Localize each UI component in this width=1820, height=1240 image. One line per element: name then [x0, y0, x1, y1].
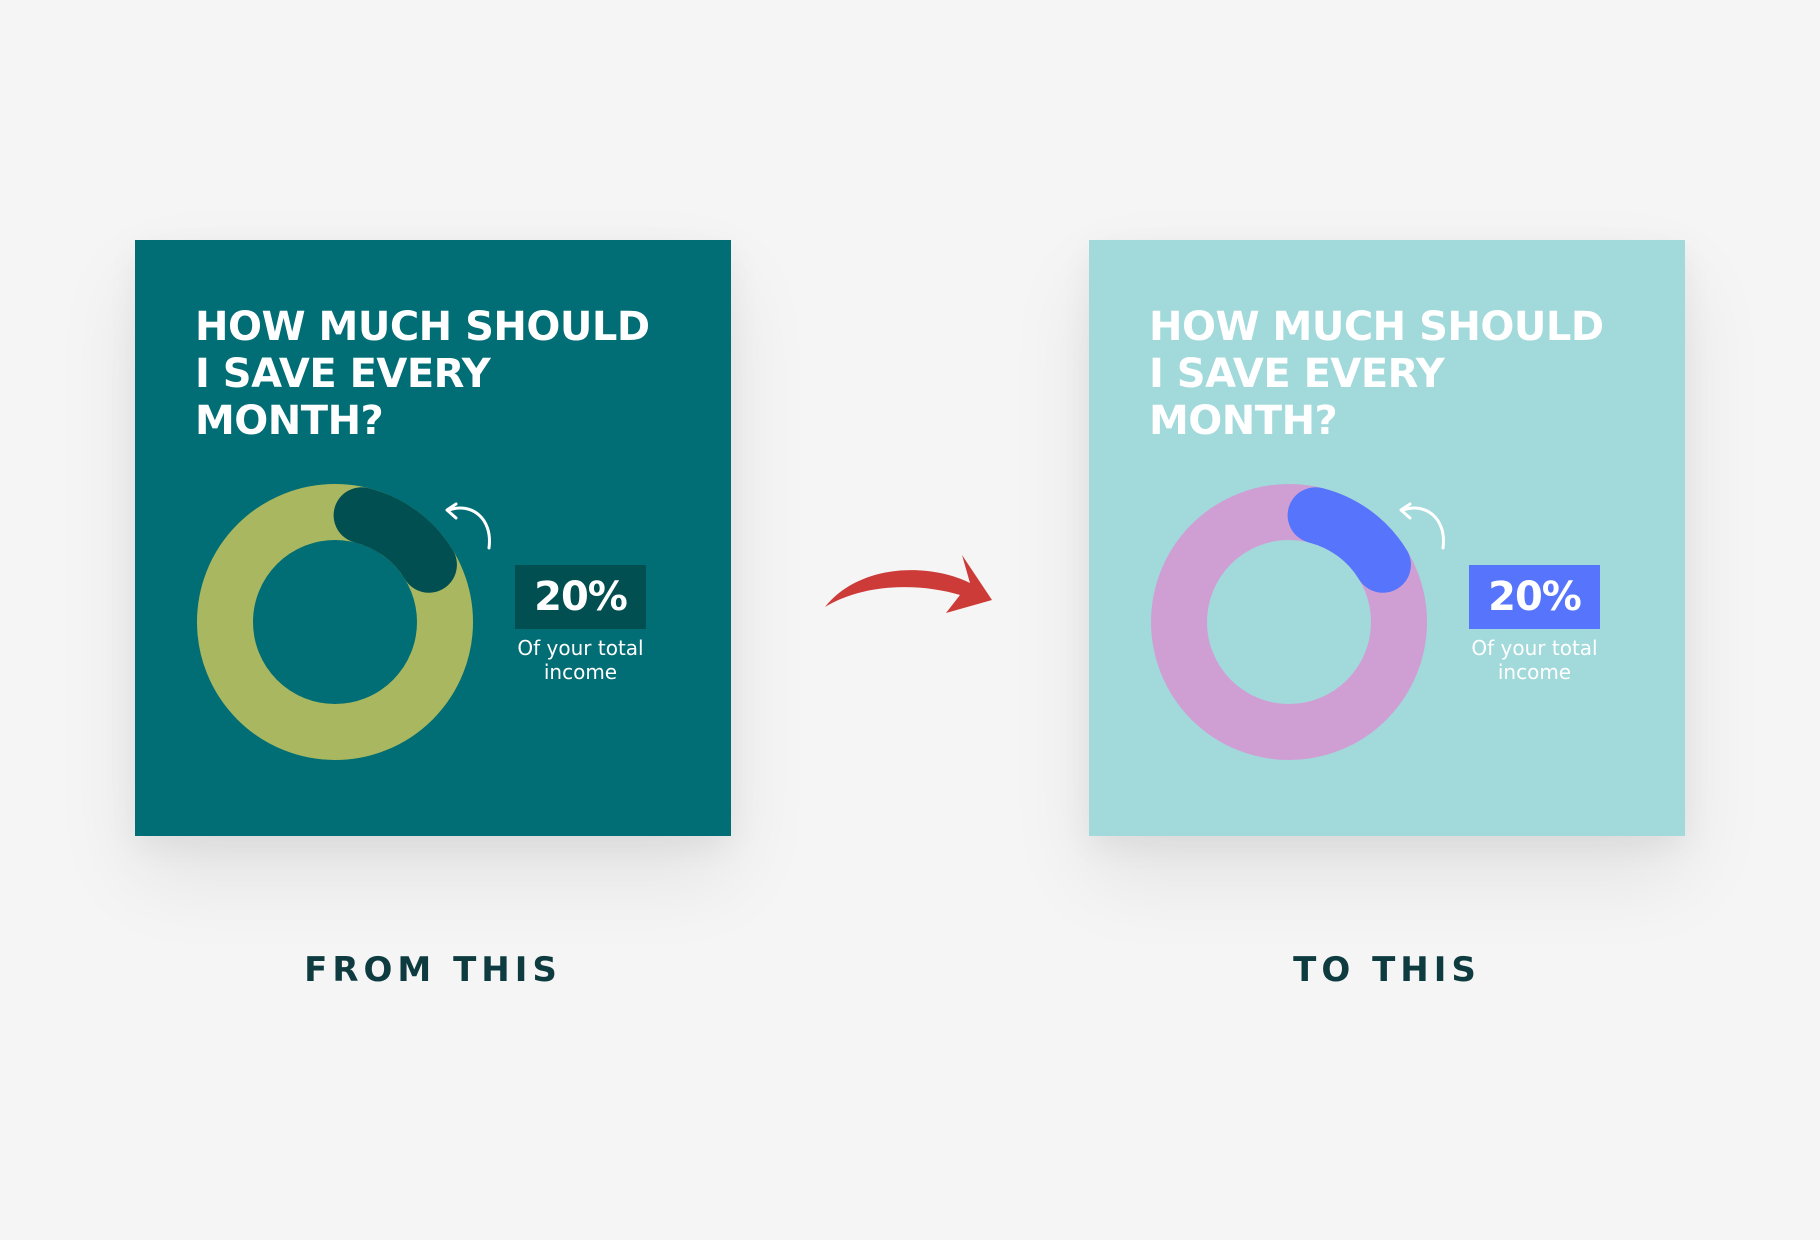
percentage-badge: 20%: [1469, 565, 1600, 629]
donut-highlight-segment: [333, 487, 457, 593]
curved-arrow-right-icon: [825, 555, 992, 613]
donut-highlight-segment: [1287, 487, 1411, 593]
arrow-shape: [825, 555, 992, 613]
donut-chart: [197, 484, 473, 760]
caption-to-this: TO THIS: [1293, 950, 1481, 990]
caption-from-this: FROM THIS: [304, 950, 562, 990]
to-this-card: HOW MUCH SHOULD I SAVE EVERY MONTH? 20% …: [1089, 240, 1685, 836]
percentage-badge: 20%: [515, 565, 646, 629]
curved-arrow-icon: [1399, 502, 1445, 550]
percentage-annotation: Of your total income: [517, 636, 644, 684]
curved-arrow-icon: [445, 502, 491, 550]
from-this-card: HOW MUCH SHOULD I SAVE EVERY MONTH? 20% …: [135, 240, 731, 836]
chart-title: HOW MUCH SHOULD I SAVE EVERY MONTH?: [1149, 304, 1604, 444]
chart-title: HOW MUCH SHOULD I SAVE EVERY MONTH?: [195, 304, 650, 444]
donut-chart: [1151, 484, 1427, 760]
percentage-annotation: Of your total income: [1471, 636, 1598, 684]
